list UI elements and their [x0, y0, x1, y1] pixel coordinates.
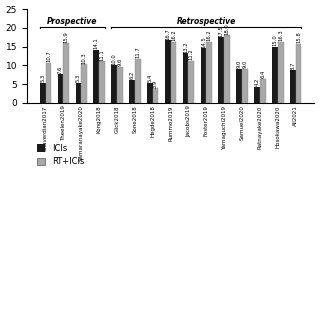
Text: 4.2: 4.2	[255, 78, 260, 86]
Bar	[201, 48, 206, 103]
Text: 17.5: 17.5	[219, 25, 224, 36]
Text: 5.4: 5.4	[148, 74, 152, 82]
Bar	[135, 59, 140, 103]
Bar	[111, 65, 117, 103]
Text: 10.3: 10.3	[82, 52, 87, 64]
Text: 15.9: 15.9	[64, 31, 69, 43]
Bar	[260, 79, 266, 103]
Bar	[188, 61, 194, 103]
Text: 14.1: 14.1	[94, 38, 99, 49]
Text: 9.6: 9.6	[117, 58, 122, 66]
Bar	[58, 74, 63, 103]
Text: 16.3: 16.3	[278, 29, 283, 41]
Bar	[171, 42, 176, 103]
Text: 13.2: 13.2	[183, 41, 188, 53]
Text: 9.0: 9.0	[237, 60, 242, 68]
Bar	[296, 44, 301, 103]
Bar	[272, 46, 278, 103]
Bar	[129, 80, 135, 103]
Text: 16.7: 16.7	[165, 28, 170, 40]
Bar	[63, 43, 69, 103]
Bar	[183, 53, 188, 103]
Text: 11.7: 11.7	[135, 47, 140, 58]
Bar	[117, 67, 123, 103]
Bar	[99, 61, 105, 103]
Text: Retrospective: Retrospective	[177, 17, 236, 26]
Text: 6.2: 6.2	[130, 71, 134, 79]
Bar	[76, 83, 81, 103]
Bar	[224, 35, 230, 103]
Text: 5.3: 5.3	[40, 74, 45, 82]
Text: 9.0: 9.0	[243, 60, 247, 68]
Bar	[45, 63, 51, 103]
Text: 16.2: 16.2	[171, 30, 176, 42]
Bar	[93, 50, 99, 103]
Bar	[290, 70, 296, 103]
Text: 11.2: 11.2	[189, 49, 194, 60]
Text: 10.0: 10.0	[112, 53, 117, 65]
Bar	[219, 37, 224, 103]
Text: 15.8: 15.8	[296, 31, 301, 43]
Bar	[40, 83, 45, 103]
Text: 16.2: 16.2	[207, 30, 212, 42]
Text: 5.3: 5.3	[76, 74, 81, 82]
Text: 7.6: 7.6	[58, 65, 63, 74]
Bar	[165, 40, 171, 103]
Bar	[278, 42, 284, 103]
Text: 15.0: 15.0	[272, 34, 277, 46]
Legend: ICIs, RT+ICIs: ICIs, RT+ICIs	[37, 144, 84, 166]
Text: 14.5: 14.5	[201, 36, 206, 48]
Text: 11.1: 11.1	[100, 49, 105, 60]
Bar	[236, 69, 242, 103]
Bar	[81, 64, 87, 103]
Text: 3.9: 3.9	[153, 79, 158, 88]
Text: 18.0: 18.0	[225, 23, 229, 35]
Bar	[254, 87, 260, 103]
Bar	[147, 83, 153, 103]
Text: 8.7: 8.7	[290, 61, 295, 70]
Bar	[242, 69, 248, 103]
Text: 6.4: 6.4	[260, 70, 265, 78]
Text: 10.7: 10.7	[46, 50, 51, 62]
Bar	[153, 88, 158, 103]
Bar	[206, 42, 212, 103]
Text: Prospective: Prospective	[47, 17, 98, 26]
